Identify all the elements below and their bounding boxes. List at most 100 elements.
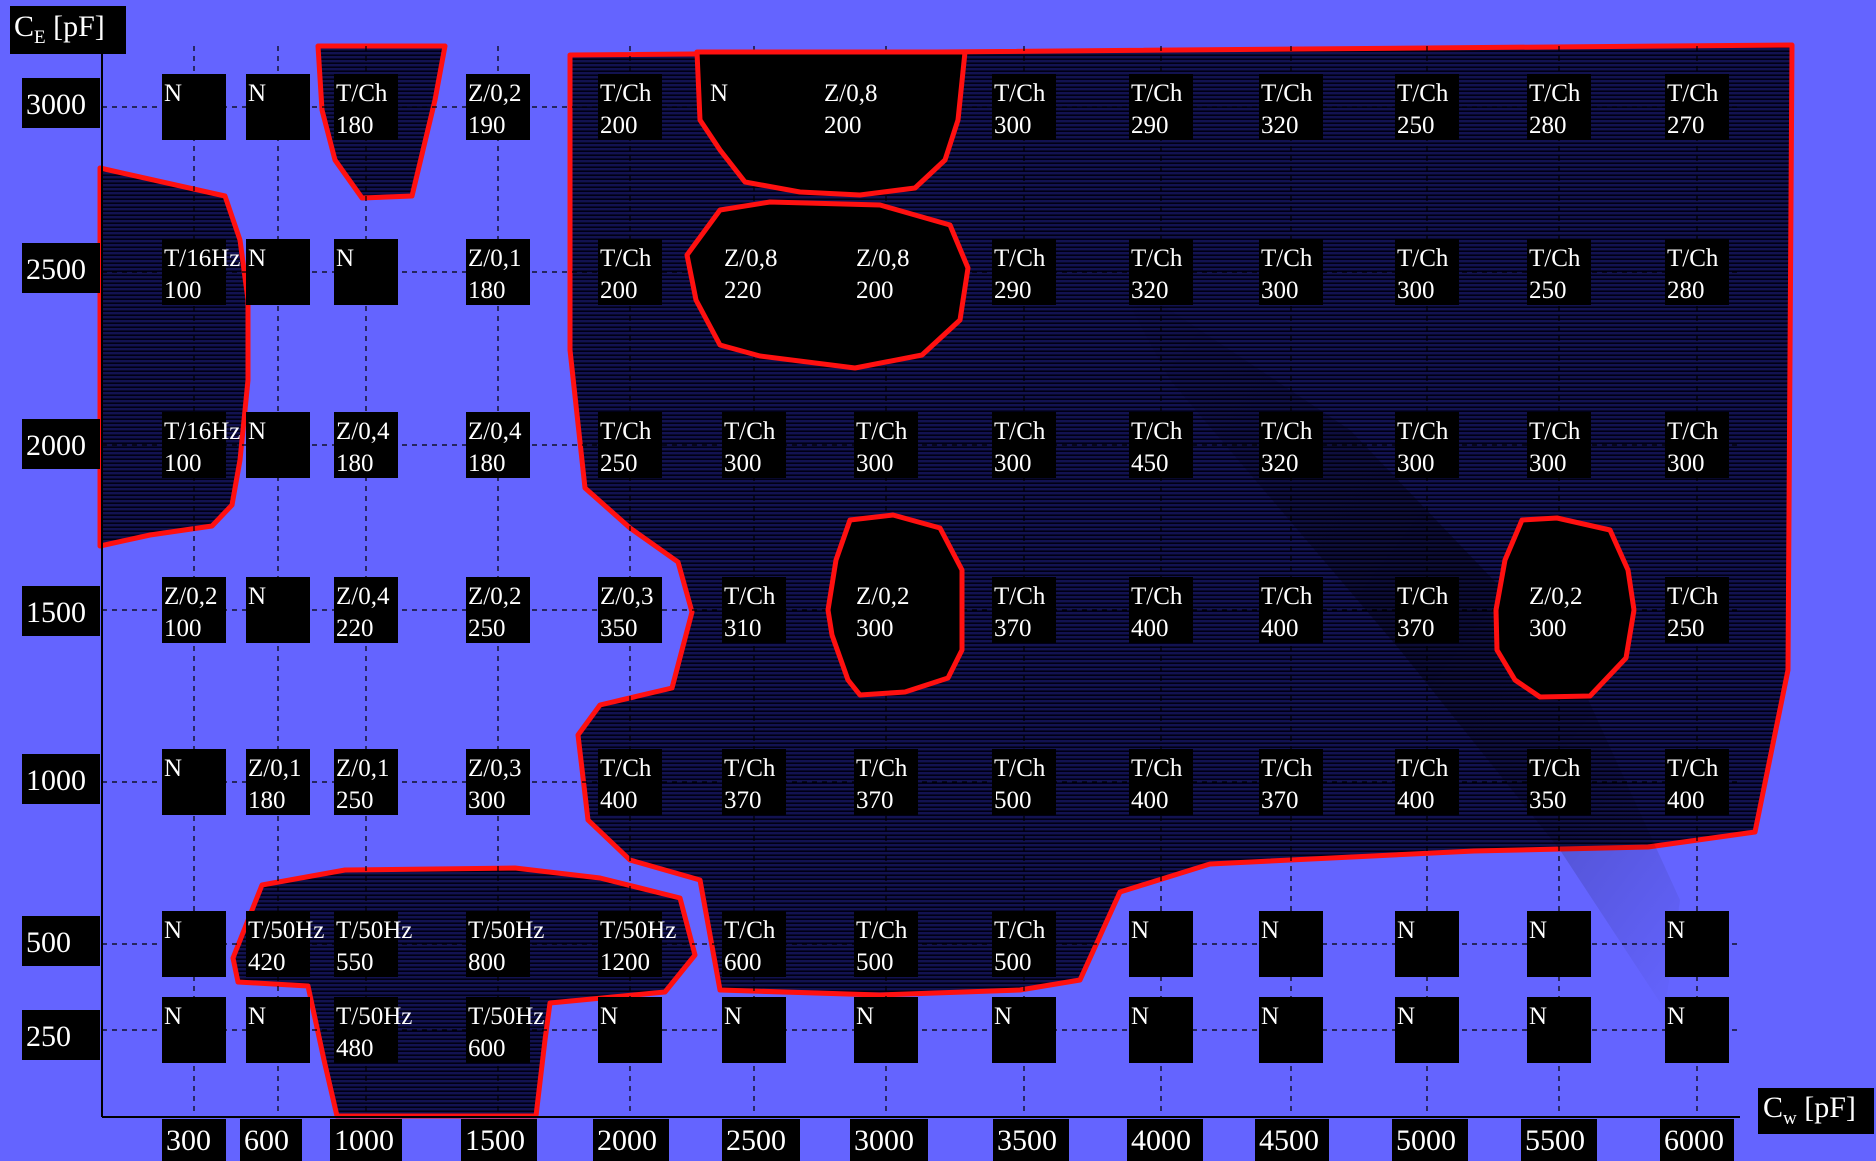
y-tick-label: 250: [26, 1020, 71, 1053]
y-tick-label: 3000: [26, 88, 86, 121]
cell-value-label: 200: [600, 277, 638, 304]
cell-block: [1395, 412, 1459, 478]
cell-block: [1129, 577, 1193, 643]
cell-value-label: 250: [600, 450, 638, 477]
cell-block: [162, 74, 226, 140]
cell-value-label: 200: [824, 112, 862, 139]
cell-mode-label: N: [1261, 1003, 1279, 1030]
svg-text:Cw [pF]: Cw [pF]: [1763, 1091, 1856, 1129]
cell-mode-label: T/Ch: [1131, 583, 1183, 610]
x-tick-box: [1255, 1119, 1329, 1161]
cell-value-label: 350: [600, 615, 638, 642]
cell-value-label: 180: [248, 787, 286, 814]
cell-mode-label: T/Ch: [994, 583, 1046, 610]
cell-block: [598, 412, 662, 478]
cell-mode-label: T/Ch: [1397, 80, 1449, 107]
cell-mode-label: T/Ch: [856, 917, 908, 944]
cell-mode-label: T/Ch: [1131, 245, 1183, 272]
cell-mode-label: T/Ch: [1261, 583, 1313, 610]
cell-value-label: 300: [1529, 450, 1567, 477]
cell-value-label: 300: [994, 450, 1032, 477]
cells-layer: N N T/Ch 180 Z/0,2 190 T/Ch 200 T/Ch 300 T/Ch 290 T/…: [162, 74, 1729, 1063]
cell-mode-label: T/Ch: [1529, 418, 1581, 445]
ylabel-main: C: [14, 10, 34, 43]
cell-block: [1395, 577, 1459, 643]
cell-value-label: 300: [856, 450, 894, 477]
cell-value-label: 320: [1131, 277, 1169, 304]
y-tick-box: [22, 916, 100, 966]
cell-mode-label: T/Ch: [856, 418, 908, 445]
cell-value-label: 180: [468, 450, 506, 477]
cell-value-label: 450: [1131, 450, 1169, 477]
cell-mode-label: N: [164, 917, 182, 944]
cell-block: [246, 997, 310, 1063]
cell-value-label: 280: [1667, 277, 1705, 304]
cell-block: [722, 749, 786, 815]
cell-mode-label: Z/0,8: [856, 245, 909, 272]
cell-block: [246, 239, 310, 305]
cell-mode-label: T/16Hz: [164, 418, 240, 445]
cell-mode-label: T/Ch: [1261, 755, 1313, 782]
x-tick-box: [1521, 1119, 1597, 1161]
cell-block: [992, 412, 1056, 478]
cell-block: [598, 911, 662, 977]
cell-mode-label: T/Ch: [724, 583, 776, 610]
bubble-top-z08: [694, 49, 968, 198]
cell-value-label: 300: [468, 787, 506, 814]
cell-block: [1395, 239, 1459, 305]
cell-value-label: 400: [600, 787, 638, 814]
cell-block: [992, 997, 1056, 1063]
cell-block: [1527, 412, 1591, 478]
svg-text:CE [pF]: CE [pF]: [14, 10, 105, 48]
cell-mode-label: N: [1529, 917, 1547, 944]
x-tick-labels: 300 600 1000 1500 2000 2500 3000 3500 4000 4500 50…: [162, 1119, 1734, 1161]
x-tick-box: [162, 1119, 226, 1161]
cell-value-label: 400: [1131, 787, 1169, 814]
cell-mode-label: N: [1397, 917, 1415, 944]
y-tick-label: 2000: [26, 429, 86, 462]
cell-block: [1129, 997, 1193, 1063]
cell-block: [1527, 239, 1591, 305]
x-tick-box: [993, 1119, 1069, 1161]
cell-mode-label: Z/0,3: [600, 583, 653, 610]
cell-value-label: 400: [1131, 615, 1169, 642]
cell-block: [1527, 749, 1591, 815]
cell-block: [1665, 577, 1729, 643]
cell-mode-label: N: [724, 1003, 742, 1030]
y-tick-box: [22, 243, 100, 293]
cell-value-label: 300: [1397, 277, 1435, 304]
cell-block: [162, 911, 226, 977]
bubbles: [684, 49, 1637, 700]
x-tick-label: 2500: [726, 1124, 786, 1157]
x-tick-box: [1660, 1119, 1734, 1161]
cell-value-label: 300: [1397, 450, 1435, 477]
cell-block: [1665, 911, 1729, 977]
cell-mode-label: N: [164, 755, 182, 782]
cell-block: [854, 412, 918, 478]
cell-mode-label: N: [1667, 917, 1685, 944]
cell-block: [334, 412, 398, 478]
xlabel-sub: w: [1783, 1108, 1797, 1129]
cell-mode-label: T/Ch: [1667, 583, 1719, 610]
cell-value-label: 480: [336, 1035, 374, 1062]
cell-block: [598, 749, 662, 815]
cell-mode-label: N: [248, 1003, 266, 1030]
cell-value-label: 300: [1667, 450, 1705, 477]
x-tick-label: 4500: [1259, 1124, 1319, 1157]
cell-mode-label: T/Ch: [1131, 418, 1183, 445]
cell-value-label: 200: [856, 277, 894, 304]
cell-block: [598, 577, 662, 643]
cell-mode-label: N: [1529, 1003, 1547, 1030]
y-tick-box: [22, 78, 100, 128]
cell-mode-label: T/Ch: [1667, 245, 1719, 272]
cell-value-label: 550: [336, 949, 374, 976]
cell-mode-label: T/Ch: [1397, 755, 1449, 782]
cell-mode-label: N: [1131, 1003, 1149, 1030]
cell-value-label: 800: [468, 949, 506, 976]
cell-mode-label: Z/0,2: [1529, 583, 1582, 610]
ylabel-sub: E: [34, 27, 46, 48]
cell-mode-label: T/Ch: [1397, 245, 1449, 272]
cell-block: [246, 911, 310, 977]
cell-mode-label: T/Ch: [994, 917, 1046, 944]
cell-mode-label: T/Ch: [994, 755, 1046, 782]
